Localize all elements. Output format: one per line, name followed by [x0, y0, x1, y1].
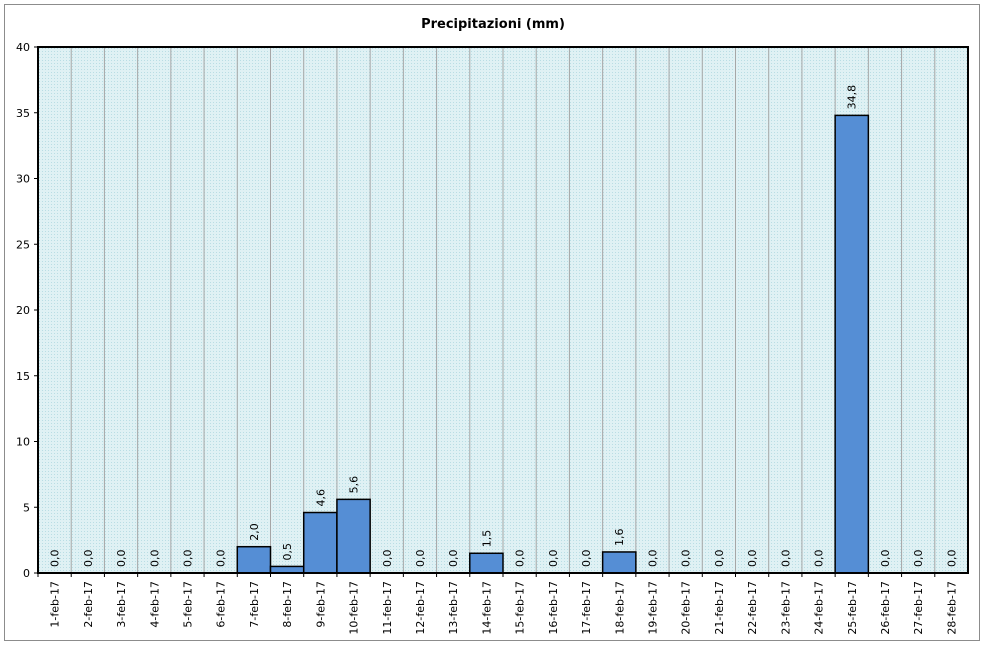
x-tick-label: 23-feb-17	[779, 581, 792, 635]
y-tick-label: 40	[16, 41, 30, 54]
bar-7-feb-17	[236, 545, 272, 574]
data-label: 34,8	[846, 85, 859, 110]
chart-title: Precipitazioni (mm)	[421, 17, 565, 32]
x-tick-label: 15-feb-17	[514, 581, 527, 635]
x-tick-label: 14-feb-17	[480, 581, 493, 635]
bar-14-feb-17	[469, 552, 504, 574]
data-label: 0,0	[945, 550, 958, 568]
data-label: 0,0	[547, 550, 560, 568]
x-tick-label: 3-feb-17	[115, 581, 128, 628]
data-label: 5,6	[348, 476, 361, 494]
y-tick-label: 15	[16, 370, 30, 383]
data-label: 0,0	[447, 550, 460, 568]
x-tick-label: 11-feb-17	[381, 581, 394, 635]
data-label: 0,5	[281, 543, 294, 561]
x-tick-label: 19-feb-17	[646, 581, 659, 635]
x-tick-label: 1-feb-17	[49, 581, 62, 628]
y-tick-label: 0	[23, 567, 30, 580]
x-tick-label: 5-feb-17	[181, 581, 194, 628]
data-label: 0,0	[746, 550, 759, 568]
data-label: 0,0	[181, 550, 194, 568]
x-tick-label: 7-feb-17	[248, 581, 261, 628]
x-tick-label: 10-feb-17	[348, 581, 361, 635]
x-tick-label: 26-feb-17	[879, 581, 892, 635]
data-label: 0,0	[381, 550, 394, 568]
y-tick-label: 30	[16, 173, 30, 186]
x-tick-label: 27-feb-17	[912, 581, 925, 635]
y-tick-label: 35	[16, 107, 30, 120]
data-label: 0,0	[779, 550, 792, 568]
data-label: 0,0	[580, 550, 593, 568]
data-label: 0,0	[879, 550, 892, 568]
x-tick-label: 6-feb-17	[215, 581, 228, 628]
x-tick-label: 21-feb-17	[713, 581, 726, 635]
data-label: 0,0	[713, 550, 726, 568]
x-tick-label: 24-feb-17	[813, 581, 826, 635]
x-tick-label: 25-feb-17	[846, 581, 859, 635]
bar-9-feb-17	[302, 511, 338, 574]
x-tick-label: 2-feb-17	[82, 581, 95, 628]
data-label: 1,5	[480, 530, 493, 548]
x-tick-label: 18-feb-17	[613, 581, 626, 635]
x-tick-label: 28-feb-17	[945, 581, 958, 635]
data-label: 0,0	[646, 550, 659, 568]
data-label: 2,0	[248, 523, 261, 541]
data-label: 0,0	[215, 550, 228, 568]
data-label: 0,0	[813, 550, 826, 568]
data-label: 1,6	[613, 528, 626, 546]
x-tick-label: 17-feb-17	[580, 581, 593, 635]
bar-10-feb-17	[336, 498, 371, 574]
y-tick-label: 10	[16, 436, 30, 449]
x-tick-label: 9-feb-17	[314, 581, 327, 628]
x-tick-label: 22-feb-17	[746, 581, 759, 635]
data-label: 4,6	[314, 489, 327, 507]
bar-25-feb-17	[834, 114, 870, 574]
x-tick-label: 4-feb-17	[148, 581, 161, 628]
bar-18-feb-17	[601, 551, 637, 574]
x-tick-label: 12-feb-17	[414, 581, 427, 635]
y-tick-label: 5	[23, 501, 30, 514]
y-tick-label: 25	[16, 238, 30, 251]
data-label: 0,0	[49, 550, 62, 568]
data-label: 0,0	[82, 550, 95, 568]
y-tick-label: 20	[16, 304, 30, 317]
x-tick-label: 13-feb-17	[447, 581, 460, 635]
x-tick-label: 8-feb-17	[281, 581, 294, 628]
x-tick-label: 20-feb-17	[680, 581, 693, 635]
data-label: 0,0	[912, 550, 925, 568]
data-label: 0,0	[148, 550, 161, 568]
data-label: 0,0	[514, 550, 527, 568]
data-label: 0,0	[115, 550, 128, 568]
x-tick-label: 16-feb-17	[547, 581, 560, 635]
data-label: 0,0	[680, 550, 693, 568]
data-label: 0,0	[414, 550, 427, 568]
